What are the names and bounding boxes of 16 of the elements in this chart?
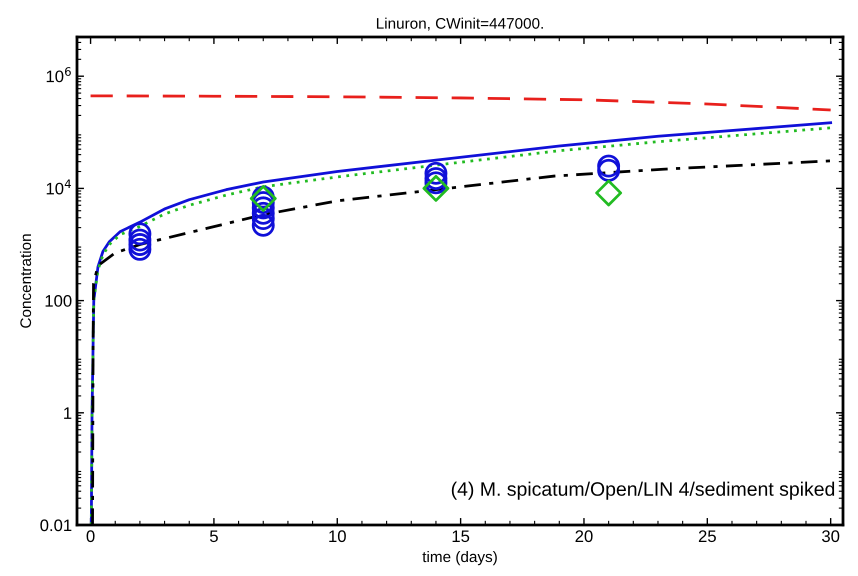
x-tick-label: 30 <box>822 530 840 542</box>
chart-title: Linuron, CWinit=447000. <box>376 18 543 31</box>
x-tick-label: 25 <box>698 530 716 542</box>
y-tick-label: 10$^{4}$ <box>46 179 71 194</box>
x-tick-label: 20 <box>576 530 593 542</box>
y-axis-title: Concentration <box>20 234 32 328</box>
y-tick-label: 1 <box>64 407 72 419</box>
x-tick-label: 15 <box>452 530 470 542</box>
y-tick-label: 100 <box>46 295 72 307</box>
y-tick-label: 10$^{6}$ <box>46 67 71 82</box>
x-tick-label: 10 <box>329 530 346 542</box>
annotation: (4) M. spicatum/Open/LIN 4/sediment spiked <box>452 482 834 500</box>
x-tick-label: 5 <box>210 530 218 542</box>
x-axis-title: time (days) <box>422 550 497 566</box>
x-tick-label: 0 <box>86 530 95 542</box>
y-tick-label: 0.01 <box>40 519 72 532</box>
